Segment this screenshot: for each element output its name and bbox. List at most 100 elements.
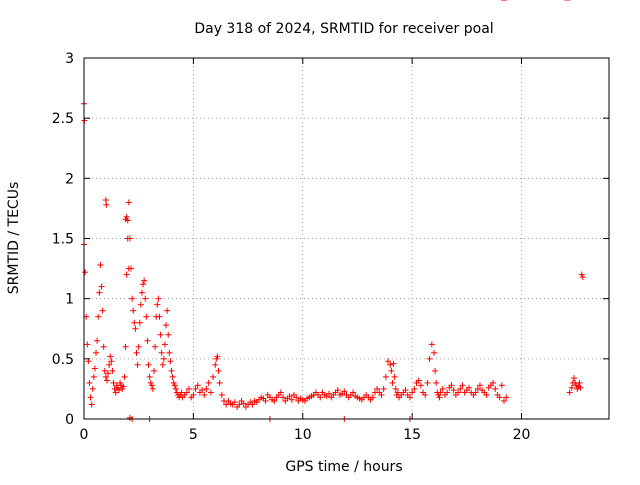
data-point bbox=[171, 382, 178, 389]
data-point bbox=[577, 384, 584, 391]
data-point bbox=[123, 271, 130, 278]
data-point bbox=[374, 385, 381, 392]
data-point bbox=[154, 301, 161, 308]
data-point bbox=[498, 382, 505, 389]
data-point bbox=[433, 379, 440, 386]
data-point bbox=[579, 274, 586, 281]
data-point bbox=[89, 385, 96, 392]
data-point bbox=[105, 370, 112, 377]
data-point bbox=[428, 341, 435, 348]
data-point bbox=[288, 396, 295, 403]
data-point bbox=[568, 384, 575, 391]
data-point bbox=[317, 394, 324, 401]
data-point bbox=[157, 331, 164, 338]
data-point bbox=[388, 367, 395, 374]
x-tick-label: 10 bbox=[294, 427, 312, 443]
data-point bbox=[459, 382, 466, 389]
data-point bbox=[106, 361, 113, 368]
data-point bbox=[293, 394, 300, 401]
data-point bbox=[490, 379, 497, 386]
data-point bbox=[124, 235, 131, 242]
data-point bbox=[103, 377, 110, 384]
data-point bbox=[223, 401, 230, 408]
data-point bbox=[422, 391, 429, 398]
data-point bbox=[466, 384, 472, 391]
data-point bbox=[97, 261, 104, 268]
data-point bbox=[450, 387, 457, 394]
data-point bbox=[167, 358, 174, 365]
data-point bbox=[103, 201, 110, 208]
data-point bbox=[262, 397, 269, 404]
data-point bbox=[116, 387, 122, 394]
y-tick-label: 1.5 bbox=[52, 232, 74, 248]
data-point bbox=[108, 358, 115, 365]
data-point bbox=[120, 383, 127, 390]
data-point bbox=[212, 361, 219, 368]
data-point bbox=[111, 385, 118, 392]
data-point bbox=[134, 361, 141, 368]
data-point bbox=[216, 379, 223, 386]
data-point bbox=[87, 394, 94, 401]
data-point bbox=[178, 389, 185, 396]
data-point bbox=[483, 391, 490, 398]
data-point bbox=[387, 361, 394, 368]
y-tick-label: 0.5 bbox=[52, 352, 74, 368]
data-point bbox=[576, 379, 583, 386]
data-point bbox=[378, 391, 385, 398]
data-point bbox=[144, 337, 151, 344]
data-point bbox=[152, 343, 159, 350]
data-point bbox=[91, 365, 98, 372]
data-point bbox=[424, 379, 431, 386]
x-tick-label: 15 bbox=[403, 427, 421, 443]
data-point bbox=[146, 373, 153, 380]
data-point bbox=[280, 394, 287, 401]
chart-title: Day 318 of 2024, SRMTID for receiver poa… bbox=[194, 21, 493, 37]
data-point bbox=[155, 295, 162, 302]
data-point bbox=[130, 307, 137, 314]
x-tick-label: 0 bbox=[80, 427, 89, 443]
data-point bbox=[426, 355, 433, 362]
data-point bbox=[350, 389, 357, 396]
data-point bbox=[415, 377, 422, 384]
data-point bbox=[409, 389, 416, 396]
data-point bbox=[88, 401, 95, 408]
data-point bbox=[143, 313, 150, 320]
data-point bbox=[457, 385, 464, 392]
data-point bbox=[503, 394, 510, 401]
y-tick-label: 2 bbox=[65, 171, 74, 187]
data-point bbox=[112, 389, 119, 396]
data-point bbox=[249, 401, 256, 408]
data-point bbox=[90, 373, 97, 380]
data-point bbox=[326, 390, 332, 397]
y-tick-label: 2.5 bbox=[52, 111, 74, 127]
x-tick-label: 5 bbox=[189, 427, 198, 443]
data-point bbox=[455, 389, 462, 396]
data-point bbox=[93, 349, 100, 356]
data-point bbox=[402, 387, 409, 394]
data-point bbox=[132, 325, 139, 332]
data-point bbox=[137, 301, 144, 308]
data-point bbox=[436, 394, 443, 401]
data-point bbox=[192, 385, 199, 392]
data-point bbox=[389, 379, 396, 386]
data-point bbox=[123, 213, 130, 220]
data-point bbox=[203, 385, 210, 392]
data-point bbox=[476, 382, 483, 389]
data-point bbox=[448, 382, 455, 389]
data-point bbox=[472, 389, 479, 396]
data-point bbox=[444, 389, 451, 396]
data-point bbox=[439, 385, 446, 392]
data-point bbox=[141, 277, 148, 284]
data-point bbox=[437, 389, 444, 396]
data-point bbox=[96, 289, 103, 296]
data-point bbox=[110, 379, 117, 386]
data-point bbox=[392, 385, 399, 392]
x-axis-label: GPS time / hours bbox=[285, 459, 402, 475]
data-point bbox=[286, 393, 293, 400]
data-point bbox=[163, 322, 170, 329]
axis-ticks: 0 5 10 15 20 0 0.5 1 1.5 2 2.5 3 bbox=[52, 51, 609, 443]
data-point bbox=[207, 389, 214, 396]
